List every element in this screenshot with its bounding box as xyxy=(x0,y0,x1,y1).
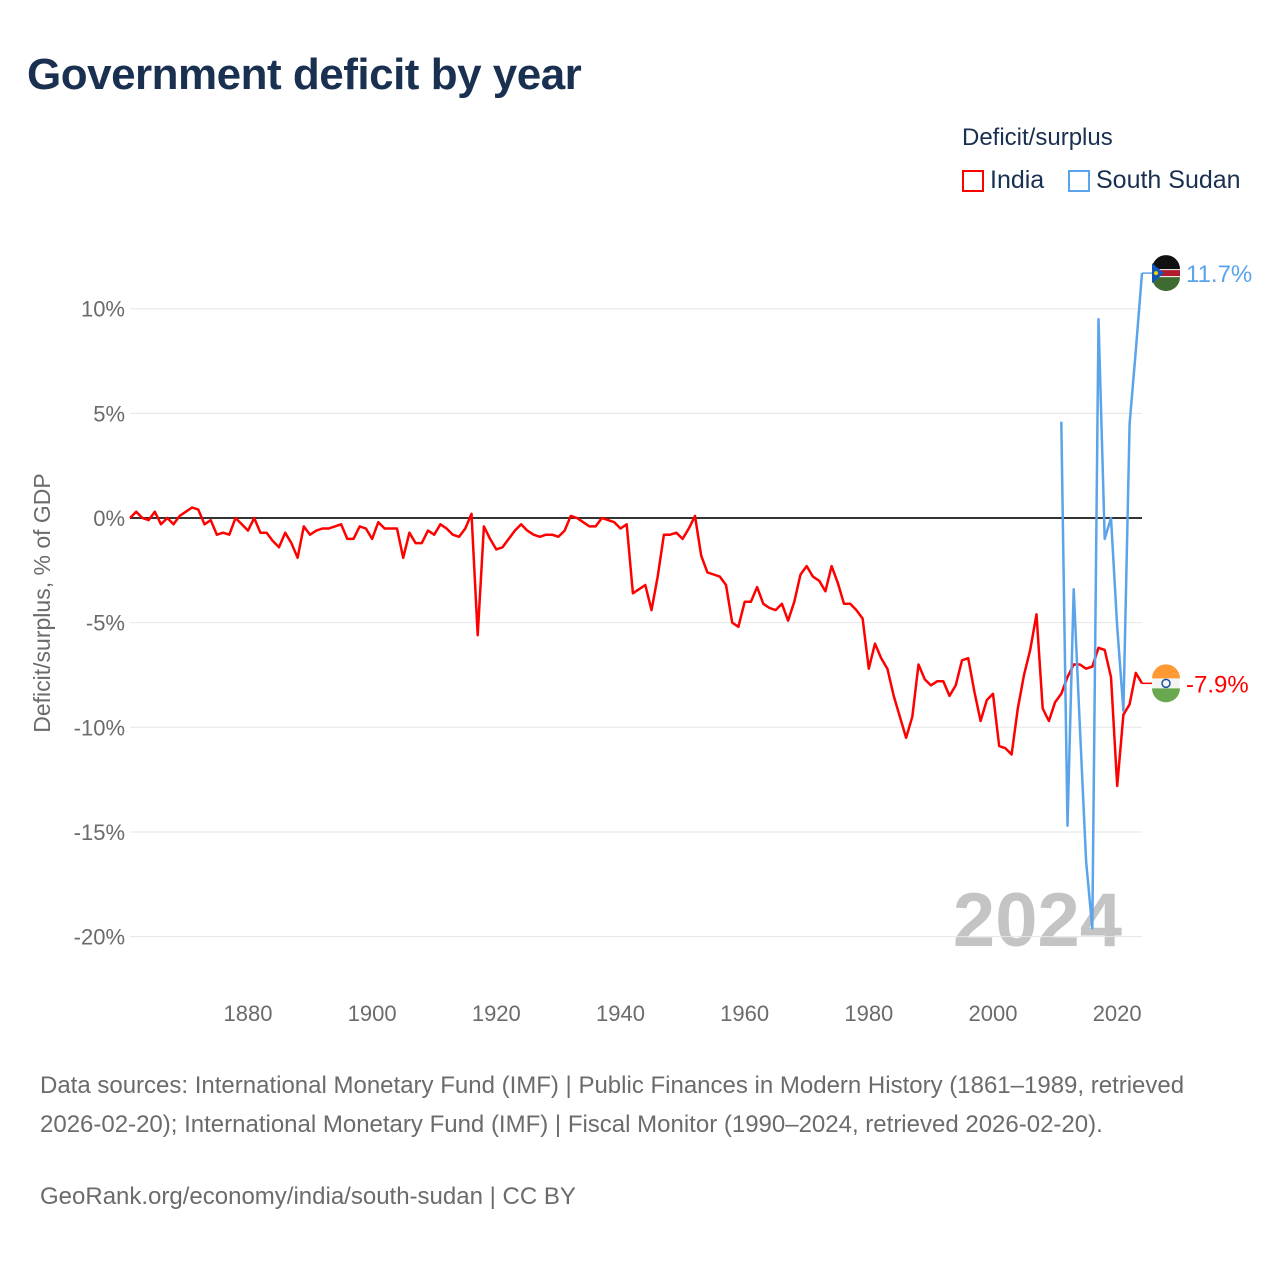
x-tick-label: 2000 xyxy=(969,1001,1018,1026)
flag-stripe xyxy=(1152,688,1181,703)
flag-chakra xyxy=(1161,678,1171,689)
y-tick-label: -15% xyxy=(74,820,125,845)
x-tick-label: 1940 xyxy=(596,1001,645,1026)
flag-stripe xyxy=(1152,664,1181,679)
legend-swatch-south-sudan xyxy=(1068,169,1090,192)
legend-label: India xyxy=(990,166,1045,194)
flag-stripe xyxy=(1152,277,1181,292)
y-axis-label: Deficit/surplus, % of GDP xyxy=(29,473,55,732)
x-tick-label: 1920 xyxy=(472,1001,521,1026)
credit-link[interactable]: GeoRank.org/economy/india/south-sudan | … xyxy=(40,1183,576,1210)
x-tick-label: 2020 xyxy=(1093,1001,1142,1026)
flag-stripe xyxy=(1152,255,1181,270)
y-tick-label: -10% xyxy=(74,715,125,740)
line-chart: 2024 10% 5% 0% -5% -10% -15% -20% 1880 1900 1920 19… xyxy=(29,255,1252,1026)
y-tick-label: -20% xyxy=(74,925,125,950)
legend-title: Deficit/surplus xyxy=(962,124,1113,151)
x-tick-label: 1900 xyxy=(348,1001,397,1026)
legend-label: South Sudan xyxy=(1096,166,1241,194)
series-line-south-sudan xyxy=(1060,273,1144,930)
year-watermark: 2024 xyxy=(953,878,1122,963)
legend-item-india[interactable]: India xyxy=(962,166,1044,195)
y-tick-label: -5% xyxy=(86,611,125,636)
chart-title: Government deficit by year xyxy=(27,50,582,99)
legend-swatch-india xyxy=(962,169,984,192)
x-tick-label: 1880 xyxy=(223,1001,272,1026)
y-tick-label: 10% xyxy=(81,297,125,322)
end-value-label: -7.9% xyxy=(1186,671,1249,698)
x-tick-label: 1980 xyxy=(844,1001,893,1026)
data-source-note: Data sources: International Monetary Fun… xyxy=(40,1072,1185,1138)
x-tick-label: 1960 xyxy=(720,1001,769,1026)
y-tick-label: 0% xyxy=(93,506,125,531)
flag-star xyxy=(1154,271,1158,276)
y-tick-label: 5% xyxy=(93,401,125,426)
series-line-india xyxy=(129,506,1144,788)
flag-stripe xyxy=(1152,270,1180,277)
end-value-label: 11.7% xyxy=(1186,261,1252,288)
legend-item-south-sudan[interactable]: South Sudan xyxy=(1068,166,1241,195)
